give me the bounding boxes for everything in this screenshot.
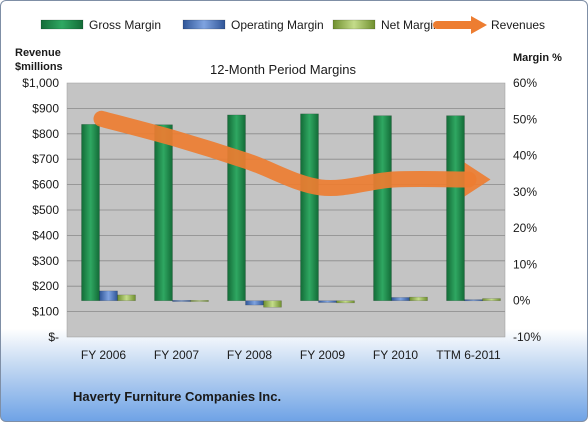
- left-axis: $- $100 $200 $300 $400 $500 $600 $700 $800 $900 $1…: [22, 76, 59, 344]
- left-tick-label: $300: [32, 254, 59, 268]
- left-tick-label: $500: [32, 203, 59, 217]
- x-tick-label: TTM 6-2011: [436, 348, 501, 362]
- legend-label: Net Margin: [381, 18, 440, 32]
- left-tick-label: $100: [32, 305, 59, 319]
- legend-swatch: [40, 19, 84, 30]
- bars-group: [81, 113, 501, 308]
- chart-title: 12-Month Period Margins: [210, 62, 356, 77]
- x-tick-label: FY 2006: [81, 348, 126, 362]
- legend-item: Gross Margin: [40, 18, 161, 32]
- x-tick-label: FY 2008: [227, 348, 272, 362]
- operating-margin-bar: [99, 290, 118, 301]
- right-tick-label: 30%: [513, 185, 537, 199]
- net-margin-bar: [482, 298, 501, 301]
- left-tick-label: $700: [32, 152, 59, 166]
- net-margin-bar: [336, 300, 355, 304]
- right-tick-label: 0%: [513, 294, 531, 308]
- right-axis: -10% 0% 10% 20% 30% 40% 50% 60%: [513, 76, 541, 344]
- legend: Gross Margin Operating Margin Net Margin Re…: [40, 16, 545, 34]
- left-axis-label: Revenue $millions: [15, 47, 64, 73]
- gross-margin-bar: [373, 115, 392, 301]
- x-tick-label: FY 2010: [373, 348, 418, 362]
- left-tick-label: $200: [32, 279, 59, 293]
- left-tick-label: $800: [32, 127, 59, 141]
- legend-label: Operating Margin: [231, 18, 324, 32]
- left-tick-label: $600: [32, 178, 59, 192]
- left-tick-label: $400: [32, 228, 59, 242]
- x-tick-label: FY 2007: [154, 348, 199, 362]
- right-tick-label: 20%: [513, 221, 537, 235]
- gross-margin-bar: [154, 124, 173, 301]
- revenue-line: [93, 110, 477, 196]
- operating-margin-bar: [318, 300, 337, 303]
- revenue-line-group: [93, 110, 491, 197]
- net-margin-bar: [409, 296, 428, 301]
- legend-swatch: [332, 19, 376, 30]
- left-tick-label: $1,000: [22, 76, 59, 90]
- net-margin-bar: [263, 300, 282, 308]
- gross-margin-bar: [446, 115, 465, 301]
- company-name: Haverty Furniture Companies Inc.: [73, 389, 282, 404]
- operating-margin-bar: [391, 297, 410, 301]
- operating-margin-bar: [245, 300, 264, 306]
- legend-arrowhead: [471, 16, 487, 34]
- legend-swatch: [182, 19, 226, 30]
- right-tick-label: 40%: [513, 149, 537, 163]
- operating-margin-bar: [172, 300, 191, 302]
- legend-label: Gross Margin: [89, 18, 161, 32]
- x-tick-label: FY 2009: [300, 348, 345, 362]
- legend-item: Net Margin: [332, 18, 440, 32]
- net-margin-bar: [190, 300, 209, 302]
- legend-item: Revenues: [433, 16, 545, 34]
- operating-margin-bar: [464, 299, 483, 302]
- right-tick-label: 50%: [513, 112, 537, 126]
- gross-margin-bar: [227, 114, 246, 301]
- left-tick-label: $900: [32, 101, 59, 115]
- gross-margin-bar: [81, 124, 100, 301]
- right-tick-label: 10%: [513, 257, 537, 271]
- right-tick-label: -10%: [513, 330, 541, 344]
- x-axis: FY 2006 FY 2007 FY 2008 FY 2009 FY 2010 TTM 6…: [81, 348, 501, 362]
- net-margin-bar: [117, 294, 136, 301]
- right-tick-label: 60%: [513, 76, 537, 90]
- gross-margin-bar: [300, 113, 319, 301]
- legend-label: Revenues: [491, 18, 545, 32]
- legend-item: Operating Margin: [182, 18, 324, 32]
- right-axis-label: Margin %: [513, 52, 562, 64]
- revenue-arrowhead: [464, 162, 491, 197]
- left-tick-label: $-: [48, 330, 59, 344]
